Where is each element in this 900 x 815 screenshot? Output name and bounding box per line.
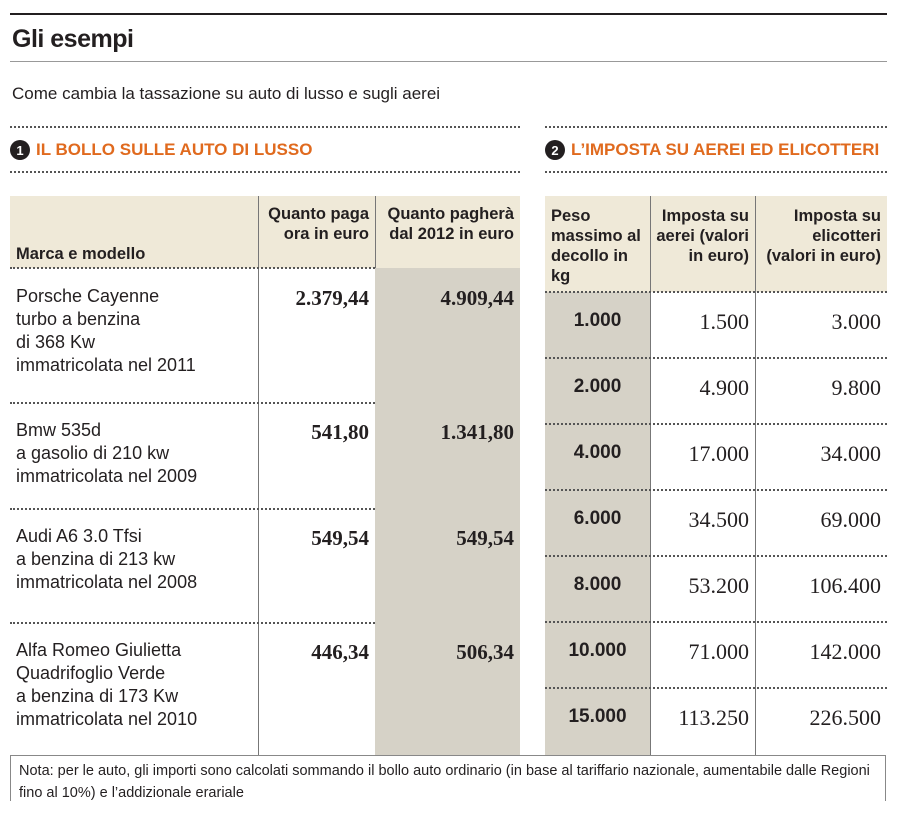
- model-line: Bmw 535d: [16, 420, 102, 440]
- weight: 8.000: [573, 574, 622, 595]
- divider: [10, 171, 520, 173]
- row-divider: [545, 489, 887, 491]
- model-line: Porsche Cayenne: [16, 286, 160, 306]
- weight: 1.000: [573, 310, 622, 331]
- row-divider: [545, 423, 887, 425]
- page-title: Gli esempi: [12, 25, 134, 53]
- top-rule: [10, 13, 887, 15]
- section1-title: IL BOLLO SULLE AUTO DI LUSSO: [36, 140, 313, 159]
- car-model: Bmw 535d a gasolio di 210 kw immatricolata…: [16, 419, 256, 488]
- column-divider: [375, 196, 376, 268]
- divider: [545, 126, 887, 128]
- model-line: Alfa Romeo Giulietta: [16, 640, 182, 660]
- tax-now: 446,34: [311, 640, 369, 664]
- number-badge-icon: 2: [545, 140, 565, 160]
- weight: 15.000: [568, 706, 627, 727]
- footnote: Nota: per le auto, gli importi sono calc…: [10, 755, 886, 801]
- weight: 10.000: [568, 640, 627, 661]
- divider: [10, 126, 520, 128]
- table1-header: [10, 196, 520, 268]
- column-divider: [755, 196, 756, 755]
- tax-2012: 4.909,44: [440, 286, 515, 310]
- column-divider: [650, 196, 651, 755]
- row-divider: [545, 687, 887, 689]
- car-model: Audi A6 3.0 Tfsi a benzina di 213 kw immat…: [16, 525, 256, 594]
- tax-planes: 53.200: [688, 573, 750, 598]
- tax-now: 549,54: [311, 526, 369, 550]
- tax-helicopters: 69.000: [820, 507, 882, 532]
- subtitle: Come cambia la tassazione su auto di lus…: [12, 84, 441, 103]
- model-line: a benzina di 213 kw: [16, 549, 176, 569]
- tax-helicopters: 106.400: [809, 573, 882, 598]
- header-now: Quanto paga ora in euro: [268, 205, 369, 243]
- tax-2012: 506,34: [456, 640, 514, 664]
- model-line: Audi A6 3.0 Tfsi: [16, 526, 142, 546]
- model-line: immatricolata nel 2011: [16, 355, 196, 375]
- tax-now: 2.379,44: [295, 286, 370, 310]
- model-line: immatricolata nel 2008: [16, 572, 198, 592]
- header-model: Marca e modello: [16, 245, 146, 263]
- tax-planes: 17.000: [688, 441, 750, 466]
- car-model: Porsche Cayenne turbo a benzina di 368 Kw i…: [16, 285, 256, 377]
- tax-2012: 549,54: [456, 526, 514, 550]
- row-divider: [545, 291, 887, 293]
- header-weight: Peso massimo al decollo in kg: [551, 207, 641, 285]
- weight: 4.000: [573, 442, 622, 463]
- weight: 2.000: [573, 376, 622, 397]
- tax-now: 541,80: [311, 420, 369, 444]
- row-divider: [10, 622, 375, 624]
- tax-planes: 4.900: [699, 375, 750, 400]
- tax-planes: 34.500: [688, 507, 750, 532]
- weight: 6.000: [573, 508, 622, 529]
- tax-helicopters: 3.000: [831, 309, 882, 334]
- row-divider: [10, 267, 375, 269]
- title-rule: [10, 61, 887, 62]
- model-line: Quadrifoglio Verde: [16, 663, 166, 683]
- model-line: di 368 Kw: [16, 332, 96, 352]
- model-line: turbo a benzina: [16, 309, 141, 329]
- row-divider: [10, 402, 375, 404]
- column-divider: [258, 196, 259, 755]
- table2-header: [545, 196, 887, 292]
- tax-planes: 1.500: [699, 309, 750, 334]
- header-planes: Imposta su aerei (valori in euro): [656, 207, 749, 265]
- model-line: a benzina di 173 Kw: [16, 686, 179, 706]
- model-line: a gasolio di 210 kw: [16, 443, 170, 463]
- model-line: immatricolata nel 2009: [16, 466, 198, 486]
- tax-planes: 113.250: [678, 705, 749, 730]
- tax-helicopters: 9.800: [831, 375, 882, 400]
- tax-helicopters: 226.500: [809, 705, 882, 730]
- car-model: Alfa Romeo Giulietta Quadrifoglio Verde a …: [16, 639, 256, 731]
- row-divider: [545, 357, 887, 359]
- number-badge-icon: 1: [10, 140, 30, 160]
- tax-2012: 1.341,80: [440, 420, 515, 444]
- header-helicopters: Imposta su elicotteri (valori in euro): [766, 207, 881, 265]
- row-divider: [10, 508, 375, 510]
- divider: [545, 171, 887, 173]
- tax-helicopters: 34.000: [820, 441, 882, 466]
- header-2012: Quanto pagherà dal 2012 in euro: [387, 205, 514, 243]
- model-line: immatricolata nel 2010: [16, 709, 198, 729]
- tax-helicopters: 142.000: [809, 639, 882, 664]
- table1-shaded-column: [375, 268, 520, 755]
- row-divider: [545, 621, 887, 623]
- section1-heading: 1 IL BOLLO SULLE AUTO DI LUSSO: [10, 140, 312, 160]
- section2-title: L’IMPOSTA SU AEREI ED ELICOTTERI: [571, 140, 880, 159]
- table2-shaded-column: [545, 292, 650, 755]
- tax-planes: 71.000: [688, 639, 750, 664]
- section2-heading: 2 L’IMPOSTA SU AEREI ED ELICOTTERI: [545, 140, 879, 160]
- row-divider: [545, 555, 887, 557]
